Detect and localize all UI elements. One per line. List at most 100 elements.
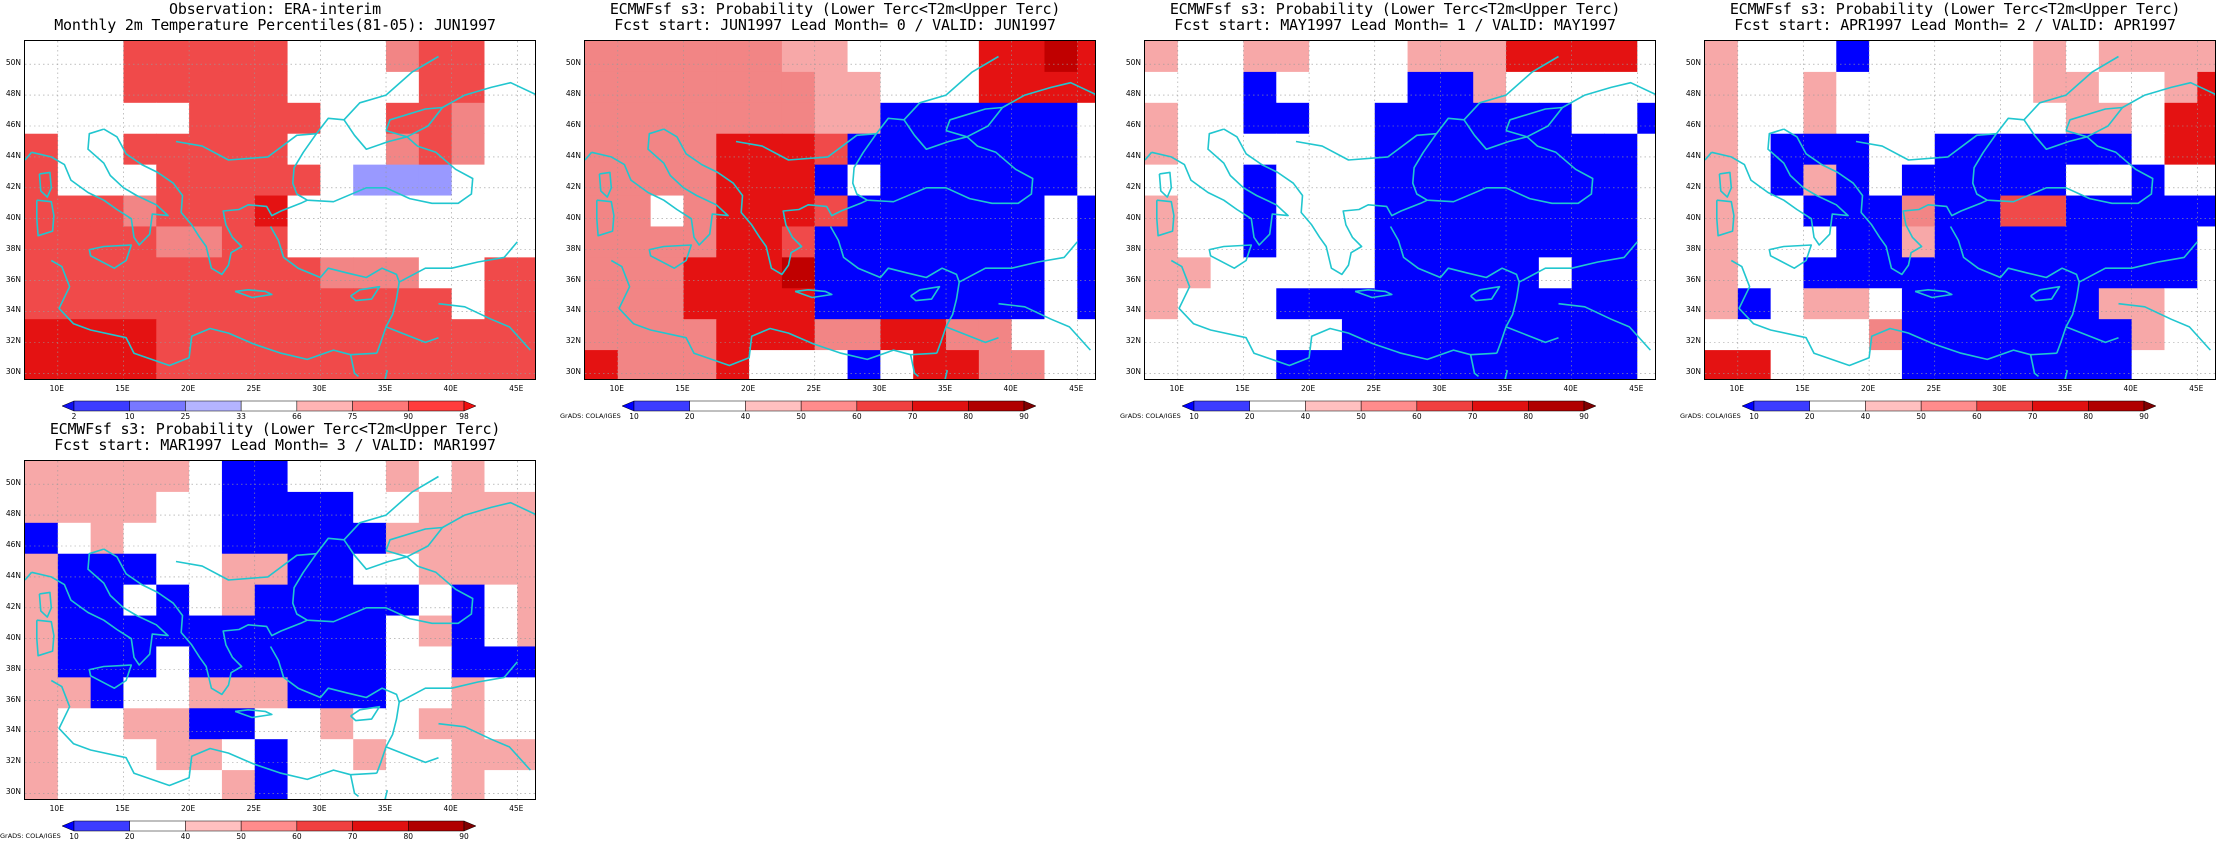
- grid-cell: [847, 102, 881, 135]
- grid-cell: [156, 350, 190, 379]
- grid-cell: [517, 350, 535, 379]
- grid-cell: [123, 553, 157, 586]
- grid-cell: [1145, 350, 1179, 379]
- coastline: [1170, 259, 1497, 367]
- grid-cell: [1869, 226, 1903, 258]
- grid-cell: [1077, 226, 1095, 258]
- grid-cell: [451, 226, 485, 258]
- grid-cell: [1011, 257, 1045, 289]
- grid-cell: [287, 770, 321, 799]
- grid-cell: [517, 41, 535, 73]
- colorbar-swatch: [1472, 400, 1529, 412]
- grid-cell: [25, 522, 59, 555]
- grid-cell: [451, 288, 485, 320]
- grid-cell: [913, 133, 947, 166]
- grid-cell: [749, 133, 783, 166]
- grid-cell: [1011, 288, 1045, 320]
- grid-cell: [517, 491, 535, 524]
- grid-cell: [484, 195, 518, 227]
- colorbar-swatch: [61, 400, 75, 412]
- grid-cell: [1177, 226, 1212, 258]
- grid-cell: [353, 133, 387, 166]
- grid-cell: [1901, 133, 1936, 166]
- grid-cell: [749, 288, 783, 320]
- grid-cell: [386, 133, 420, 166]
- grid-cell: [683, 288, 717, 320]
- grid-cell: [189, 195, 223, 227]
- grid-cell: [90, 522, 124, 555]
- grid-cell: [1770, 71, 1804, 104]
- grid-cell: [1803, 41, 1837, 73]
- grid-cell: [2197, 257, 2215, 289]
- grid-cell: [1210, 257, 1244, 289]
- coastline: [1469, 354, 1479, 378]
- grid-cell: [1044, 350, 1078, 379]
- grid-cell: [189, 708, 223, 740]
- grid-cell: [1177, 257, 1212, 289]
- grid-cell: [1473, 133, 1507, 166]
- coastline: [234, 709, 273, 719]
- grid-cell: [1341, 41, 1376, 73]
- grid-cell: [1506, 350, 1540, 379]
- grid-cell: [353, 41, 387, 73]
- grid-cell: [1011, 133, 1045, 166]
- grid-cell: [2197, 41, 2215, 73]
- grid-cell: [1044, 133, 1078, 166]
- grid-cell: [156, 164, 190, 197]
- grid-cell: [1243, 71, 1277, 104]
- colorbar-svg: [1741, 400, 2157, 412]
- grid-cell: [1604, 350, 1638, 379]
- coastline: [944, 370, 949, 379]
- coastline: [1295, 132, 1437, 161]
- grid-cell: [517, 646, 535, 678]
- coastline: [2118, 302, 2211, 351]
- grid-cell: [1538, 195, 1573, 227]
- grid-cell: [320, 288, 354, 320]
- coastline: [350, 705, 381, 722]
- colorbar-tick-label: 20: [684, 412, 695, 421]
- grid-cell: [254, 195, 289, 227]
- coastline: [1716, 199, 1735, 237]
- colorbar-swatch: [240, 400, 298, 412]
- grid-cell: [386, 226, 420, 258]
- coastline: [442, 81, 535, 109]
- grid-cell: [353, 319, 387, 351]
- grid-cell: [1869, 288, 1903, 320]
- grid-cell: [1145, 257, 1179, 289]
- grid-cell: [57, 195, 92, 227]
- grid-cell: [2033, 71, 2067, 104]
- grid-cell: [25, 319, 59, 351]
- coastline: [36, 619, 55, 657]
- colorbar-tick-label: 80: [963, 412, 974, 421]
- grid-cell: [683, 71, 717, 104]
- grid-cell: [1276, 195, 1310, 227]
- colorbar-swatch: [1865, 400, 1922, 412]
- grid-cell: [1243, 102, 1277, 135]
- grid-cell: [254, 288, 289, 320]
- longitude-label: 10E: [1729, 384, 1744, 393]
- grid-cell: [1243, 257, 1277, 289]
- colorbar-swatch: [408, 820, 465, 832]
- latitude-label: 36N: [5, 274, 21, 284]
- grid-cell: [57, 522, 92, 555]
- colorbar-swatch: [129, 820, 186, 832]
- grid-cell: [1967, 350, 2001, 379]
- grid-cell: [1571, 226, 1605, 258]
- coastline: [103, 128, 308, 276]
- longitude-label: 20E: [740, 384, 756, 393]
- grid-cell: [90, 257, 124, 289]
- grid-cell: [1309, 288, 1343, 320]
- grid-cell: [716, 71, 750, 104]
- grid-cell: [781, 350, 816, 379]
- grid-cell: [353, 195, 387, 227]
- grid-cell: [221, 319, 256, 351]
- coastline: [1914, 289, 1953, 299]
- grid-cell: [221, 708, 256, 740]
- grid-cell: [1276, 257, 1310, 289]
- grid-cell: [1803, 133, 1837, 166]
- grid-cell: [1901, 226, 1936, 258]
- grid-cell: [287, 739, 321, 771]
- grid-cell: [484, 770, 518, 799]
- coastline: [1504, 370, 1509, 379]
- grid-cell: [156, 257, 190, 289]
